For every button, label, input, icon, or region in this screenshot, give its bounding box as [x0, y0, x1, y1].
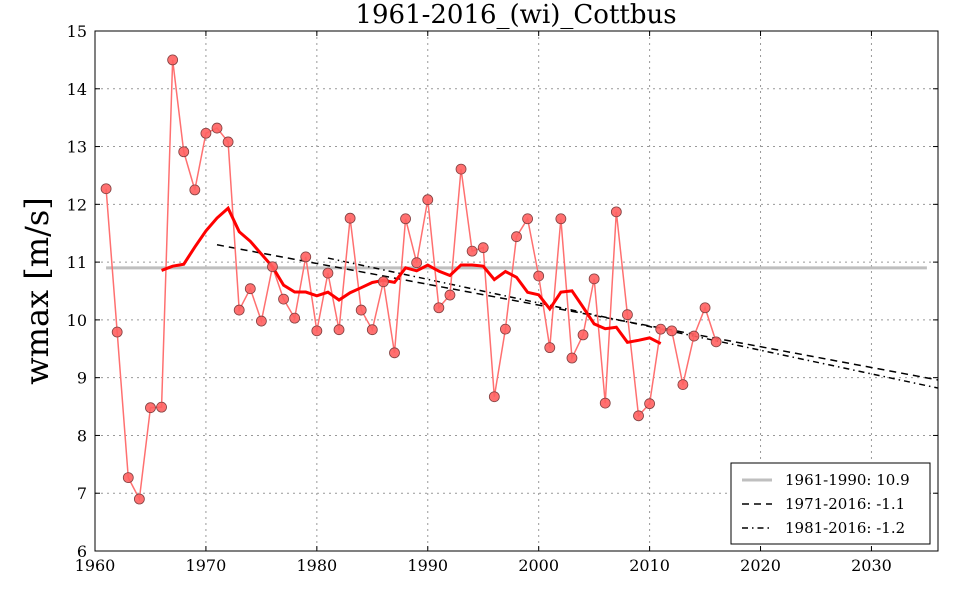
data-point	[133, 493, 145, 505]
data-point	[477, 242, 489, 254]
plot-frame	[94, 30, 939, 552]
annual-series-line	[105, 59, 717, 502]
data-point	[156, 401, 167, 413]
data-point	[289, 312, 301, 324]
data-point	[322, 267, 334, 279]
x-tick-label: 1970	[186, 556, 227, 575]
data-point	[644, 398, 656, 410]
data-point	[400, 213, 411, 225]
y-tick-label: 8	[77, 426, 87, 445]
data-point	[710, 336, 722, 348]
y-tick-label: 10	[67, 311, 87, 330]
data-point	[267, 261, 278, 273]
data-point	[411, 257, 423, 269]
data-point	[200, 127, 212, 139]
x-tick-label: 2030	[851, 556, 892, 575]
data-point	[655, 323, 667, 335]
chart-title: 1961-2016_(wi)_Cottbus	[355, 0, 676, 30]
data-point	[366, 324, 378, 336]
axes: 1960 1970 1980 1990 2000 2010 2020 2030 6 7 8 9 10 11…	[67, 22, 938, 575]
data-point	[189, 184, 201, 196]
trend-line-2	[327, 257, 939, 389]
y-axis-label: wmax [m/s]	[18, 197, 56, 385]
data-point	[300, 251, 312, 263]
trend-line-1	[216, 244, 939, 381]
data-point	[377, 276, 389, 288]
data-point	[389, 347, 400, 359]
data-point	[255, 315, 267, 327]
x-tick-label: 2000	[518, 556, 559, 575]
data-point	[211, 122, 223, 134]
data-point	[522, 213, 533, 225]
data-point	[566, 352, 578, 364]
data-point	[433, 302, 445, 314]
legend: 1961-1990: 10.9 1971-2016: -1.1 1981-2016:…	[730, 462, 931, 545]
data-point	[533, 270, 545, 282]
legend-label-1: 1971-2016: -1.1	[785, 495, 905, 513]
x-tick-label: 1980	[296, 556, 337, 575]
data-point	[699, 302, 711, 314]
data-point	[588, 273, 600, 285]
data-point	[222, 136, 234, 148]
data-point	[122, 472, 134, 484]
data-point	[466, 245, 478, 257]
data-point	[677, 379, 689, 391]
x-tick-label: 2010	[629, 556, 670, 575]
data-point	[244, 283, 256, 295]
data-point	[544, 342, 556, 354]
plot-area	[100, 54, 939, 505]
y-tick-label: 6	[77, 542, 87, 561]
data-point	[511, 231, 522, 243]
data-point	[455, 163, 467, 175]
data-point	[344, 212, 356, 224]
data-point	[633, 410, 644, 422]
data-point	[178, 146, 190, 158]
legend-box	[730, 462, 931, 545]
x-tick-label: 2020	[740, 556, 781, 575]
data-point	[666, 325, 678, 337]
data-point	[577, 329, 589, 341]
legend-label-2: 1981-2016: -1.2	[785, 519, 905, 537]
data-point	[333, 324, 345, 336]
data-point	[488, 391, 500, 403]
y-tick-label: 11	[67, 253, 87, 272]
y-tick-label: 12	[67, 195, 87, 214]
y-tick-label: 9	[77, 369, 87, 388]
data-point	[622, 309, 633, 321]
data-point	[145, 402, 156, 414]
data-point	[444, 289, 456, 301]
data-point	[278, 293, 289, 305]
data-point	[111, 326, 123, 338]
x-tick-label: 1990	[407, 556, 448, 575]
data-point	[500, 323, 511, 335]
legend-label-0: 1961-1990: 10.9	[785, 471, 910, 489]
data-point	[311, 325, 323, 337]
data-point	[100, 183, 112, 195]
y-tick-label: 13	[67, 138, 87, 157]
data-point	[233, 304, 245, 316]
data-point	[167, 54, 179, 66]
data-point	[555, 213, 567, 225]
y-tick-label: 14	[67, 80, 87, 99]
y-tick-label: 7	[77, 484, 87, 503]
data-point	[610, 206, 622, 218]
data-point	[599, 397, 611, 409]
data-point	[422, 194, 434, 206]
data-point	[688, 330, 700, 342]
data-point	[355, 304, 367, 316]
y-tick-label: 15	[67, 22, 87, 41]
x-tick-label: 1960	[75, 556, 116, 575]
running-mean-line	[161, 205, 662, 345]
